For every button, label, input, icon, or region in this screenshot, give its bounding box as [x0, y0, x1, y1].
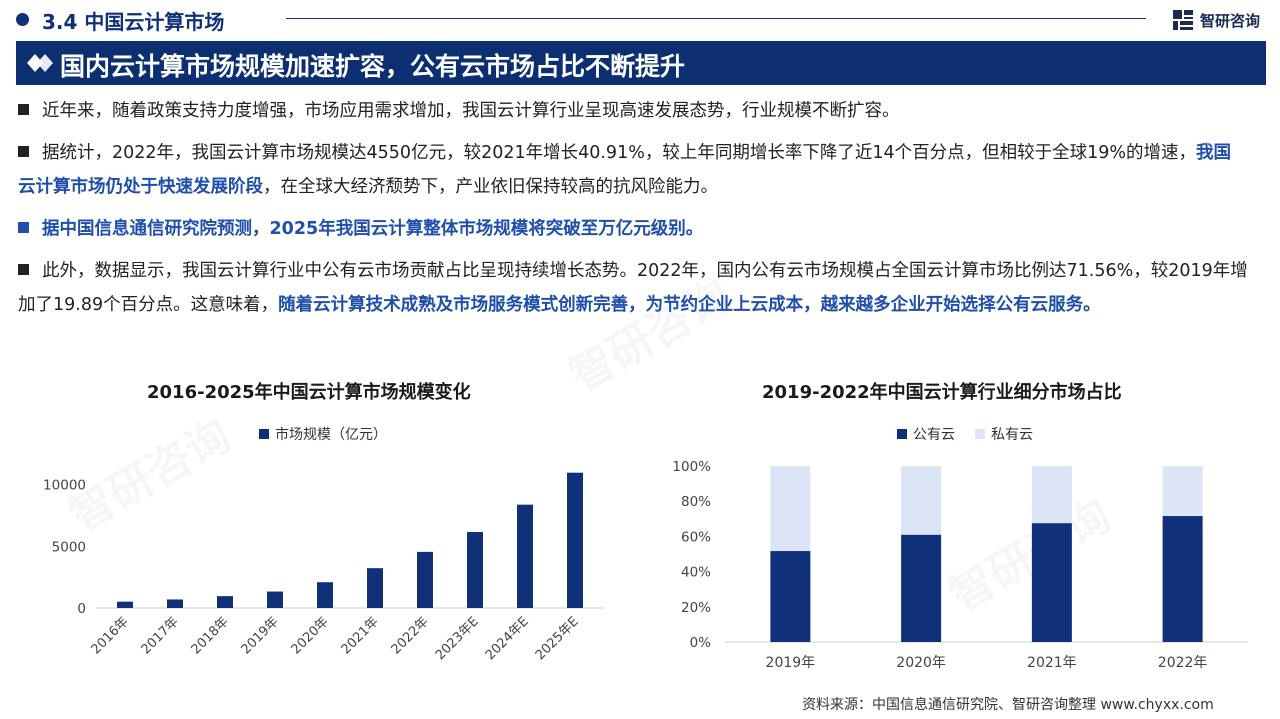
paragraph: 据统计，2022年，我国云计算市场规模达4550亿元，较2021年增长40.91… — [18, 136, 1248, 204]
y-tick-label: 80% — [681, 494, 711, 510]
bullet-square-icon — [18, 264, 29, 275]
bar — [367, 568, 383, 608]
y-tick-label: 100% — [672, 459, 711, 475]
bar-public-cloud — [770, 551, 811, 642]
headline-banner: 国内云计算市场规模加速扩容，公有云市场占比不断提升 — [16, 41, 1266, 85]
bar-private-cloud — [770, 466, 811, 552]
bar — [117, 601, 133, 608]
y-tick-label: 0% — [690, 635, 712, 651]
y-tick-label: 20% — [681, 600, 711, 616]
y-tick-label: 0 — [77, 601, 86, 617]
header-divider — [286, 18, 1146, 19]
legend-swatch — [897, 429, 907, 439]
brand-logo-icon — [1173, 10, 1193, 30]
chart1-title: 2016-2025年中国云计算市场规模变化 — [147, 382, 471, 403]
legend-swatch — [975, 429, 985, 439]
brand-name: 智研咨询 — [1200, 11, 1261, 30]
chart2-title: 2019-2022年中国云计算行业细分市场占比 — [762, 382, 1122, 403]
x-tick-label: 2022年 — [389, 614, 432, 657]
brand: 智研咨询 — [1172, 7, 1260, 33]
section-title: 3.4 中国云计算市场 — [42, 10, 225, 34]
x-tick-label: 2019年 — [766, 655, 816, 671]
y-tick-label: 40% — [681, 565, 711, 581]
segment-share-stacked-chart: 0% 20% 40% 60% 80% 100% 2019年 2020年 2021年 2022年 — [672, 459, 1248, 671]
paragraph: 此外，数据显示，我国云计算行业中公有云市场贡献占比呈现持续增长态势。2022年，… — [18, 254, 1248, 322]
x-tick-label: 2022年 — [1158, 655, 1208, 671]
highlight-text: 随着云计算技术成熟及市场服务模式创新完善，为节约企业上云成本，越来越多企业开始选… — [278, 295, 1101, 315]
bar — [567, 472, 583, 608]
bar — [217, 596, 233, 608]
top-bar: 3.4 中国云计算市场 智研咨询 — [0, 0, 1280, 40]
paragraph-text: 此外，数据显示，我国云计算行业中公有云市场贡献占比呈现持续增长态势。2022年，… — [18, 261, 1248, 315]
source-note: 资料来源：中国信息通信研究院、智研咨询整理 www.chyxx.com — [802, 697, 1214, 713]
x-tick-label: 2018年 — [189, 614, 232, 657]
x-tick-label: 2020年 — [896, 655, 946, 671]
paragraph-text: ，在全球大经济颓势下，产业依旧保持较高的抗风险能力。 — [263, 177, 718, 197]
bar-private-cloud — [1031, 466, 1072, 524]
double-diamond-icon — [27, 54, 53, 72]
paragraph: 近年来，随着政策支持力度增强，市场应用需求增加，我国云计算行业呈现高速发展态势，… — [18, 94, 1248, 128]
legend-label: 公有云 — [913, 427, 955, 443]
legend-swatch — [259, 429, 269, 439]
bar-public-cloud — [1162, 516, 1203, 642]
bar — [417, 551, 433, 608]
paragraph-text: 据统计，2022年，我国云计算市场规模达4550亿元，较2021年增长40.91… — [42, 143, 1196, 163]
x-tick-label: 2025年E — [533, 614, 582, 663]
x-tick-label: 2017年 — [139, 614, 182, 657]
x-tick-label: 2023年E — [433, 614, 482, 663]
paragraph-text: 据中国信息通信研究院预测，2025年我国云计算整体市场规模将突破至万亿元级别。 — [42, 219, 704, 239]
bar-public-cloud — [901, 534, 942, 642]
x-tick-label: 2016年 — [89, 614, 132, 657]
bar-private-cloud — [1162, 466, 1203, 517]
legend-label: 私有云 — [991, 427, 1033, 443]
chart2-legend: 公有云 私有云 — [897, 424, 1033, 444]
bullet-square-icon — [18, 104, 29, 115]
chart1-legend: 市场规模（亿元） — [259, 424, 387, 444]
bar-public-cloud — [1031, 523, 1072, 642]
bar — [267, 591, 283, 608]
bar — [167, 599, 183, 608]
x-tick-label: 2021年 — [339, 614, 382, 657]
paragraph-emphasis: 据中国信息通信研究院预测，2025年我国云计算整体市场规模将突破至万亿元级别。 — [18, 212, 1248, 246]
legend-label: 市场规模（亿元） — [275, 427, 387, 443]
x-tick-label: 2020年 — [289, 614, 332, 657]
section-bullet-icon — [16, 13, 29, 26]
headline-title: 国内云计算市场规模加速扩容，公有云市场占比不断提升 — [60, 52, 686, 81]
bar — [317, 582, 333, 608]
market-size-bar-chart: 0 5000 10000 2016年 2017年 2018年 2019年 2020年 2021年… — [43, 472, 604, 663]
bullet-square-icon — [18, 146, 29, 157]
y-tick-label: 5000 — [52, 539, 86, 555]
paragraph-text: 近年来，随着政策支持力度增强，市场应用需求增加，我国云计算行业呈现高速发展态势，… — [42, 101, 900, 121]
x-tick-label: 2021年 — [1027, 655, 1077, 671]
highlight-text: 我国云计算市场仍处于快速发展阶段 — [18, 143, 1231, 197]
y-tick-label: 60% — [681, 529, 711, 545]
bar-private-cloud — [901, 466, 942, 535]
x-tick-label: 2019年 — [239, 614, 282, 657]
body-text: 近年来，随着政策支持力度增强，市场应用需求增加，我国云计算行业呈现高速发展态势，… — [18, 94, 1248, 330]
bullet-square-icon — [18, 222, 29, 233]
bar — [517, 504, 533, 608]
bar — [467, 531, 483, 608]
y-tick-label: 10000 — [43, 478, 86, 494]
x-tick-label: 2024年E — [483, 614, 532, 663]
